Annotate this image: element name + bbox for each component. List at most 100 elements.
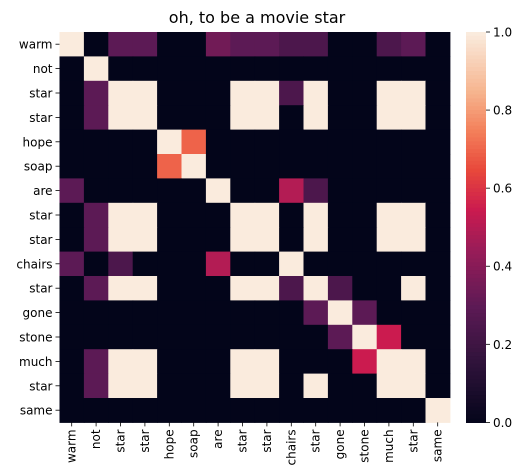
heatmap-cell <box>425 154 451 179</box>
heatmap-cell <box>425 227 451 253</box>
colorbar-segment <box>466 414 486 420</box>
colorbar-segment <box>466 293 486 299</box>
heatmap-cell <box>132 251 158 277</box>
heatmap-cell <box>376 178 402 204</box>
heatmap-cell <box>108 129 134 155</box>
colorbar-segment <box>466 215 486 220</box>
colorbar-segment <box>466 168 486 174</box>
heatmap-cell <box>352 349 378 375</box>
heatmap-cell <box>230 129 256 155</box>
heatmap-cell <box>181 178 207 204</box>
heatmap-cell <box>425 276 451 301</box>
heatmap-cell <box>254 373 280 399</box>
heatmap-cell <box>59 178 85 204</box>
heatmap-cell <box>303 324 329 350</box>
heatmap-cell <box>303 178 329 204</box>
heatmap-cell <box>303 349 329 375</box>
heatmap-cell <box>303 300 329 326</box>
heatmap-cell <box>352 154 378 179</box>
heatmap-cell <box>132 154 158 179</box>
colorbar-segment <box>466 192 486 197</box>
heatmap-cell <box>279 398 304 423</box>
colorbar: 0.0 0.2 0.4 0.6 0.8 1.0 <box>466 26 512 430</box>
heatmap-cell <box>181 349 207 375</box>
heatmap-cell <box>352 276 378 301</box>
heatmap-cell <box>352 129 378 155</box>
colorbar-tick-label: 0.4 <box>493 260 512 274</box>
heatmap-cell <box>425 300 451 326</box>
heatmap-cell <box>254 80 280 106</box>
heatmap-cell <box>132 129 158 155</box>
x-tick-label: star <box>236 429 250 452</box>
heatmap-cell <box>205 32 231 57</box>
heatmap-cell <box>254 398 280 423</box>
heatmap-cell <box>352 251 378 277</box>
heatmap-cell <box>303 80 329 106</box>
heatmap-cell <box>254 227 280 253</box>
colorbar-segment <box>466 172 486 178</box>
heatmap-cell <box>352 32 378 57</box>
heatmap-cell <box>83 129 109 155</box>
heatmap-cell <box>279 56 304 82</box>
heatmap-cell <box>303 276 329 301</box>
heatmap-cell <box>230 56 256 82</box>
colorbar-segment <box>466 254 486 260</box>
heatmap-cell <box>254 276 280 301</box>
colorbar-segment <box>466 387 486 392</box>
heatmap-cell <box>254 129 280 155</box>
heatmap-cell <box>157 300 182 326</box>
heatmap-cell <box>401 349 426 375</box>
heatmap-cell <box>83 105 109 131</box>
colorbar-segment <box>466 402 486 408</box>
heatmap-cell <box>83 373 109 399</box>
x-tick-label: star <box>138 429 152 452</box>
heatmap-cell <box>108 251 134 277</box>
y-tick-label: star <box>29 209 52 223</box>
heatmap-cell <box>401 251 426 277</box>
heatmap-cell <box>157 202 182 228</box>
heatmap-cell <box>230 105 256 131</box>
heatmap-cell <box>401 129 426 155</box>
heatmap-cell <box>205 80 231 106</box>
heatmap-cell <box>59 154 85 179</box>
heatmap-cell <box>108 373 134 399</box>
heatmap-cell <box>254 32 280 57</box>
heatmap-cell <box>108 276 134 301</box>
heatmap-cell <box>425 373 451 399</box>
heatmap-cell <box>83 80 109 106</box>
heatmap-cell <box>425 398 451 423</box>
heatmap-cell <box>401 300 426 326</box>
heatmap-cell <box>59 251 85 277</box>
heatmap-cell <box>401 324 426 350</box>
heatmap-cell <box>401 398 426 423</box>
x-tick-label: star <box>114 429 128 452</box>
heatmap-cell <box>59 349 85 375</box>
heatmap-cell <box>279 373 304 399</box>
colorbar-segment <box>466 74 486 80</box>
heatmap-cell <box>352 178 378 204</box>
heatmap-cell <box>132 178 158 204</box>
colorbar-segment <box>466 363 486 369</box>
heatmap-cell <box>108 300 134 326</box>
heatmap-cell <box>181 251 207 277</box>
colorbar-segment <box>466 359 486 365</box>
colorbar-segment <box>466 199 486 205</box>
heatmap-cell <box>181 300 207 326</box>
y-tick-label: star <box>29 87 52 101</box>
x-tick-label: same <box>431 429 445 462</box>
colorbar-segment <box>466 328 486 334</box>
colorbar-segment <box>466 383 486 388</box>
heatmap-cell <box>327 202 353 228</box>
heatmap-cell <box>108 324 134 350</box>
heatmap-cell <box>59 276 85 301</box>
heatmap-cell <box>230 178 256 204</box>
y-tick-label: are <box>33 184 52 198</box>
heatmap-cell <box>157 80 182 106</box>
colorbar-segment <box>466 117 486 123</box>
heatmap-cell <box>181 32 207 57</box>
colorbar-segment <box>466 223 486 228</box>
heatmap-cell <box>83 300 109 326</box>
heatmap-cell <box>132 349 158 375</box>
heatmap-cell <box>83 32 109 57</box>
